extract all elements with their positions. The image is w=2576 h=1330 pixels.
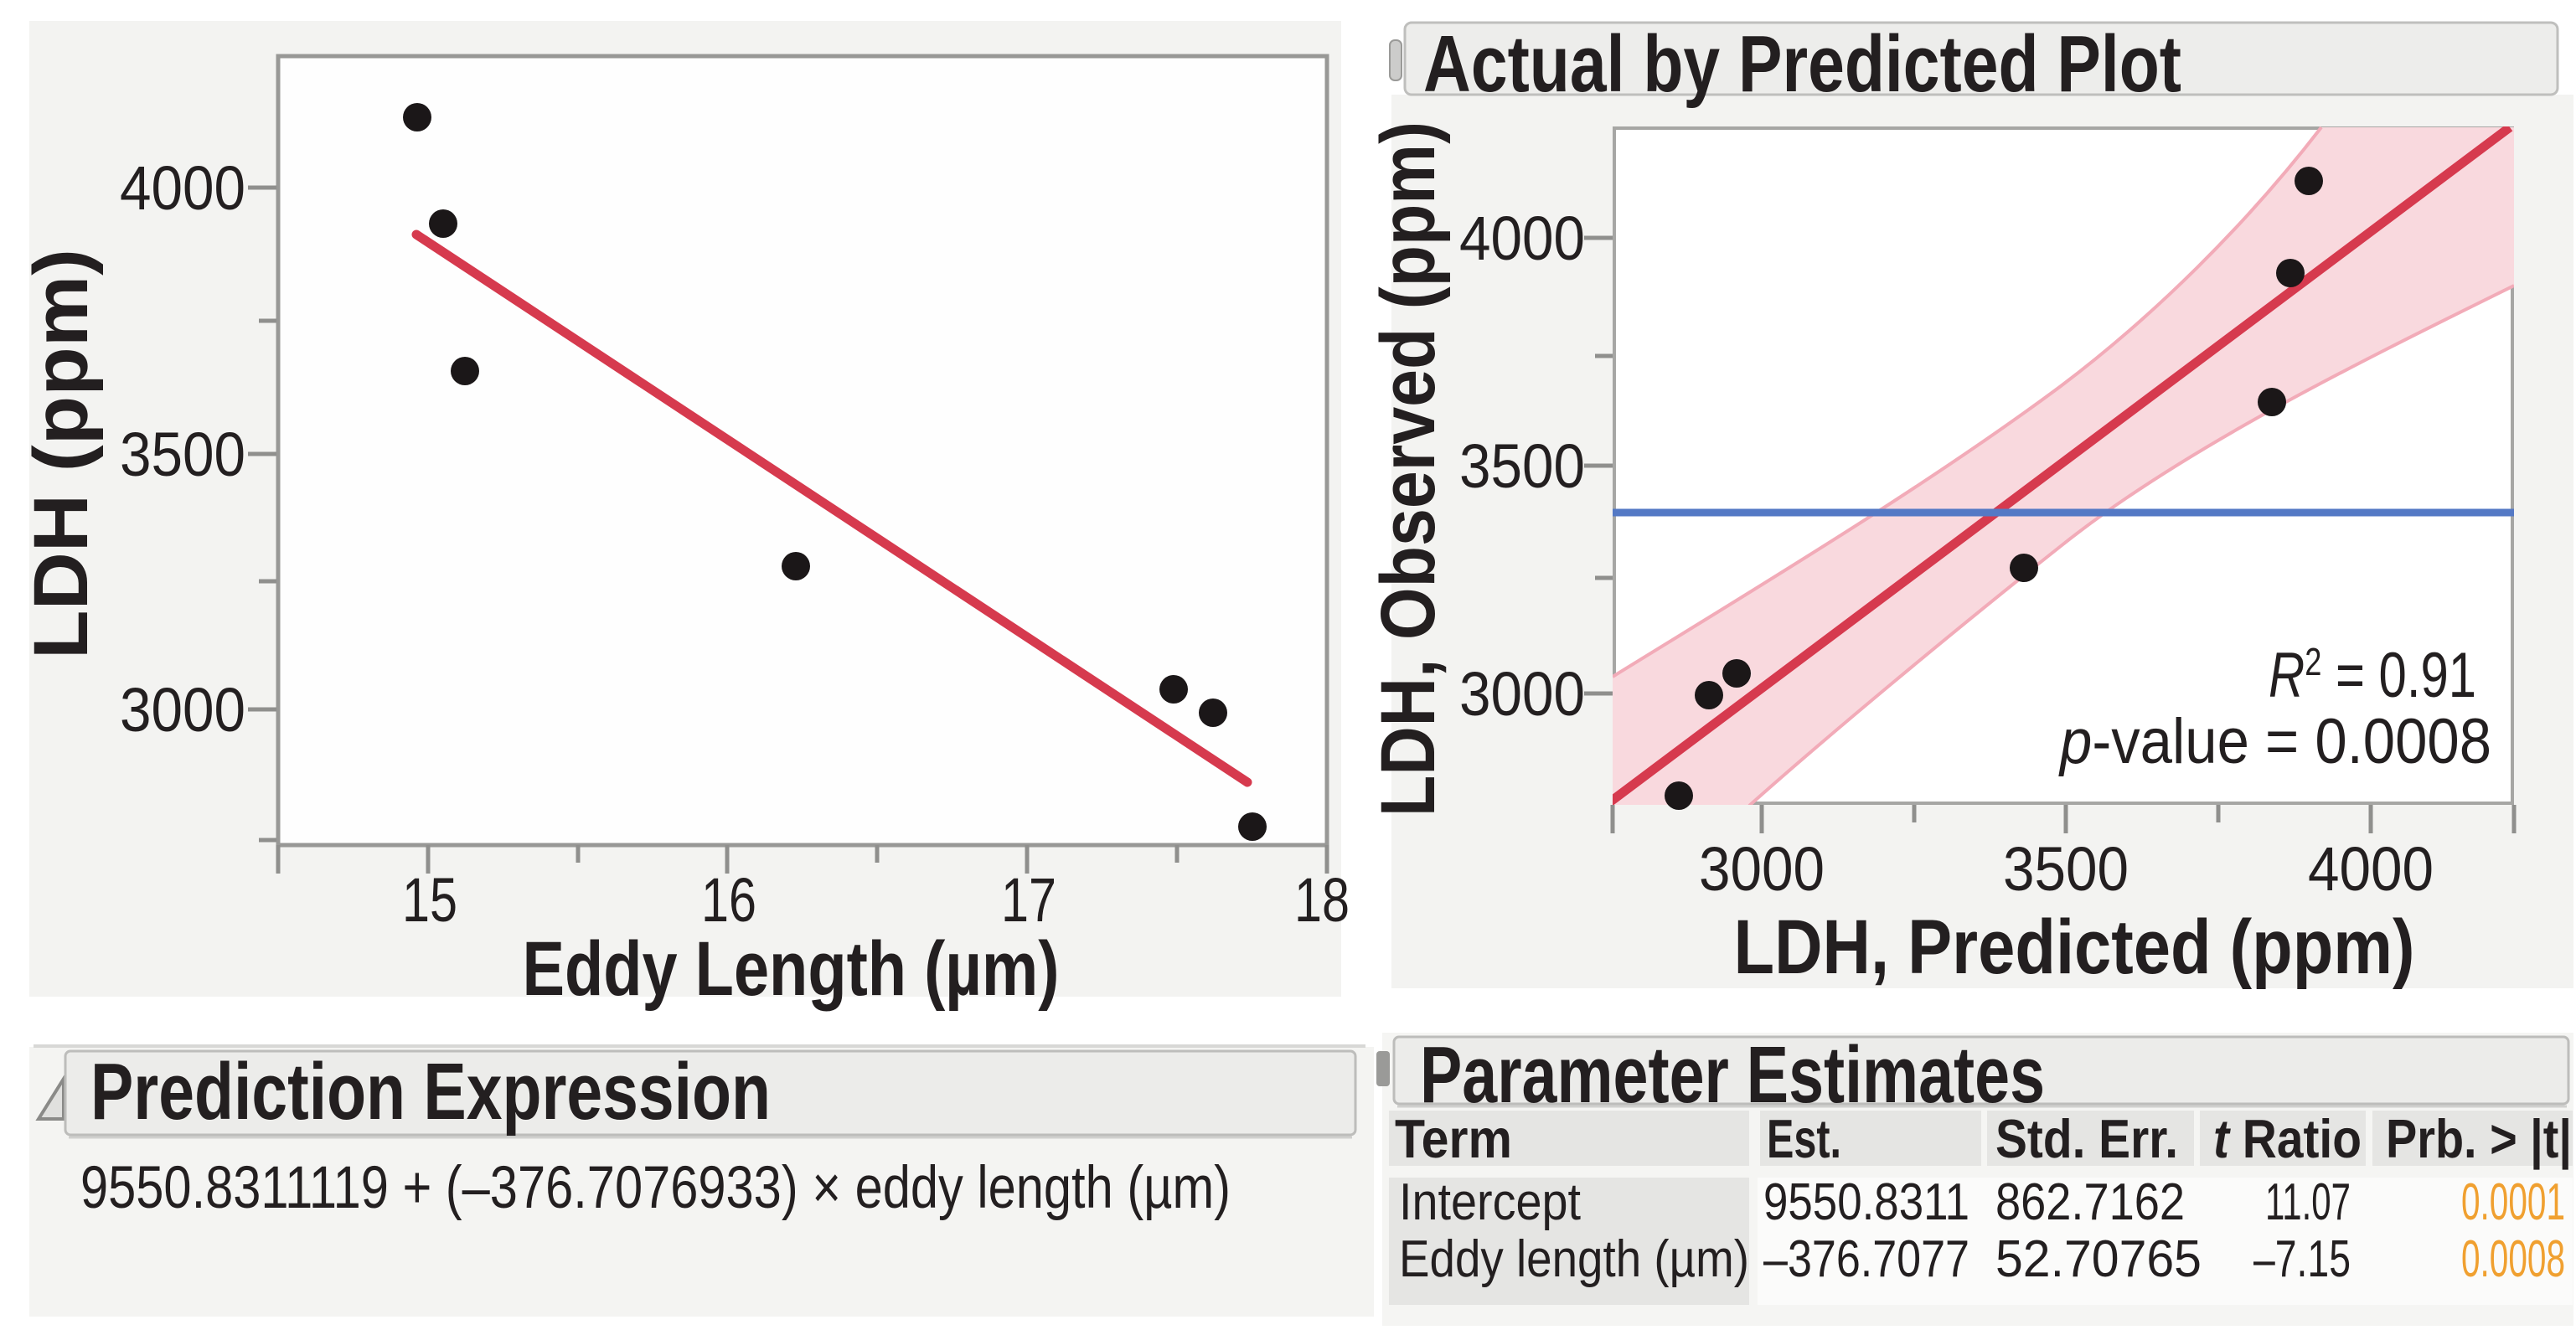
svg-text:3000: 3000 xyxy=(1459,659,1585,729)
svg-text:18: 18 xyxy=(1294,865,1350,935)
svg-text:Intercept: Intercept xyxy=(1399,1173,1581,1231)
svg-text:Prediction Expression: Prediction Expression xyxy=(90,1047,771,1137)
svg-text:Parameter Estimates: Parameter Estimates xyxy=(1420,1030,2045,1120)
svg-text:0.0008: 0.0008 xyxy=(2461,1230,2565,1288)
svg-text:4000: 4000 xyxy=(120,153,245,223)
svg-text:3000: 3000 xyxy=(1699,834,1825,904)
svg-text:4000: 4000 xyxy=(2308,834,2434,904)
svg-text:9550.8311119 + (–376.7076933): 9550.8311119 + (–376.7076933) × eddy len… xyxy=(80,1155,1231,1221)
svg-text:Eddy length (µm): Eddy length (µm) xyxy=(1399,1230,1749,1288)
svg-text:–7.15: –7.15 xyxy=(2253,1230,2351,1288)
svg-text:3500: 3500 xyxy=(1459,431,1585,501)
svg-text:R2 = 0.91: R2 = 0.91 xyxy=(2269,640,2476,711)
svg-text:LDH, Observed (ppm): LDH, Observed (ppm) xyxy=(1365,121,1451,817)
svg-text:t Ratio: t Ratio xyxy=(2213,1108,2362,1169)
svg-text:3500: 3500 xyxy=(120,420,245,489)
svg-text:Prb. > |t|: Prb. > |t| xyxy=(2386,1108,2572,1170)
svg-text:11.07: 11.07 xyxy=(2265,1173,2351,1231)
svg-text:Std. Err.: Std. Err. xyxy=(1995,1108,2178,1169)
svg-text:862.7162: 862.7162 xyxy=(1995,1173,2185,1231)
svg-text:16: 16 xyxy=(701,865,756,935)
svg-text:Est.: Est. xyxy=(1767,1108,1841,1169)
svg-text:3500: 3500 xyxy=(2003,834,2129,904)
svg-text:4000: 4000 xyxy=(1459,204,1585,273)
svg-text:LDH (ppm): LDH (ppm) xyxy=(18,249,104,659)
svg-text:Term: Term xyxy=(1395,1108,1512,1169)
svg-text:Eddy Length (µm): Eddy Length (µm) xyxy=(523,926,1060,1012)
svg-text:52.70765: 52.70765 xyxy=(1995,1230,2202,1288)
svg-text:3000: 3000 xyxy=(120,675,245,745)
svg-text:LDH, Predicted (ppm): LDH, Predicted (ppm) xyxy=(1734,905,2415,990)
svg-text:9550.8311: 9550.8311 xyxy=(1763,1173,1969,1231)
svg-text:0.0001: 0.0001 xyxy=(2461,1173,2565,1231)
svg-text:17: 17 xyxy=(1001,865,1056,935)
svg-text:Actual by Predicted Plot: Actual by Predicted Plot xyxy=(1423,19,2181,109)
svg-text:p-value = 0.0008: p-value = 0.0008 xyxy=(2058,706,2491,777)
svg-text:15: 15 xyxy=(402,865,457,935)
svg-text:–376.7077: –376.7077 xyxy=(1763,1230,1969,1288)
